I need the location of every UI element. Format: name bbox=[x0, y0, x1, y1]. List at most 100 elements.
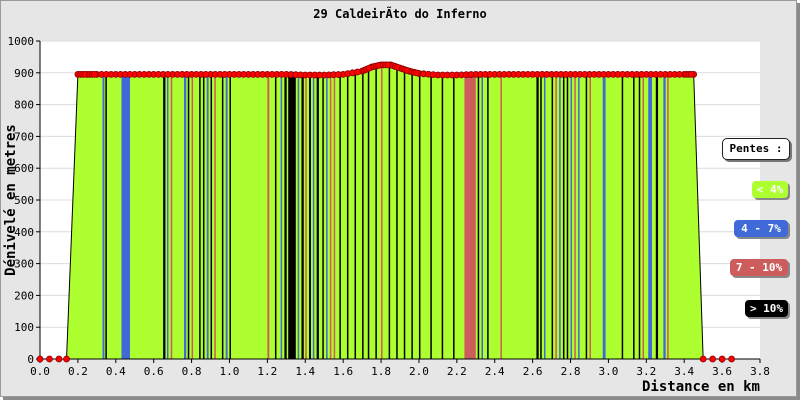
slope-band bbox=[642, 64, 645, 359]
y-tick-label: 700 bbox=[14, 130, 34, 143]
chart-title: 29 CaldeirÃto do Inferno bbox=[313, 6, 486, 21]
slope-band bbox=[225, 64, 228, 359]
slope-band bbox=[578, 64, 580, 359]
slope-band bbox=[500, 64, 502, 359]
slope-band bbox=[312, 64, 315, 359]
y-tick-labels: 0 100 200 300 400 500 600 700 800 900 1000 bbox=[8, 35, 35, 366]
elevation-points bbox=[36, 61, 735, 363]
elevation-point bbox=[63, 355, 70, 363]
slope-band bbox=[229, 64, 231, 359]
elevation-area bbox=[40, 64, 732, 360]
slope-band bbox=[562, 64, 565, 359]
elevation-point bbox=[600, 70, 608, 78]
slope-band bbox=[381, 64, 383, 359]
x-tick-label: 3.0 bbox=[598, 365, 618, 378]
x-tick-label: 1.2 bbox=[257, 365, 277, 378]
elevation-point bbox=[297, 71, 304, 79]
slope-band bbox=[551, 64, 554, 359]
slope-band bbox=[297, 64, 300, 359]
slope-band bbox=[375, 64, 377, 359]
slope-band bbox=[316, 64, 319, 359]
legend-item: 7 - 10% bbox=[730, 259, 788, 276]
y-axis-label: Dénivelé en metres bbox=[3, 124, 19, 276]
slope-band bbox=[346, 64, 349, 359]
slope-band bbox=[214, 64, 216, 359]
slope-band bbox=[199, 64, 201, 359]
x-tick-label: 2.6 bbox=[523, 365, 543, 378]
slope-band bbox=[655, 64, 659, 359]
slope-band bbox=[339, 64, 341, 359]
elevation-point bbox=[448, 71, 456, 79]
x-tick-label: 2.4 bbox=[485, 365, 505, 378]
slope-band bbox=[333, 64, 336, 359]
slope-band bbox=[163, 64, 166, 359]
x-tick-label: 0.4 bbox=[106, 365, 126, 378]
slope-band bbox=[288, 64, 296, 359]
y-tick-label: 600 bbox=[14, 162, 34, 175]
slope-band bbox=[329, 64, 332, 359]
slope-band bbox=[284, 64, 287, 359]
slope-band bbox=[388, 64, 391, 359]
slope-band bbox=[621, 64, 624, 359]
x-tick-label: 3.4 bbox=[674, 365, 694, 378]
elevation-point bbox=[619, 70, 627, 78]
y-tick-label: 800 bbox=[14, 99, 34, 112]
elevation-point bbox=[221, 70, 229, 78]
y-tick-label: 100 bbox=[14, 321, 34, 334]
slope-band bbox=[105, 64, 107, 359]
elevation-point bbox=[107, 70, 115, 78]
elevation-point bbox=[718, 355, 726, 363]
x-tick-label: 0.6 bbox=[144, 365, 164, 378]
slope-band bbox=[354, 64, 357, 359]
elevation-point bbox=[164, 70, 172, 78]
legend-item: > 10% bbox=[745, 300, 788, 317]
elevation-point bbox=[240, 70, 248, 78]
y-tick-label: 300 bbox=[14, 258, 34, 271]
slope-band bbox=[667, 64, 669, 359]
x-tick-labels: 0.0 0.2 0.4 0.6 0.8 1.0 1.2 1.4 1.6 1.8 2.0 2.2 2.4 2… bbox=[30, 365, 770, 378]
slope-band bbox=[544, 64, 546, 359]
elevation-point bbox=[524, 70, 532, 78]
slope-band bbox=[309, 64, 311, 359]
elevation-point bbox=[676, 70, 683, 78]
slope-band bbox=[121, 64, 130, 359]
x-tick-label: 1.6 bbox=[333, 365, 353, 378]
elevation-point bbox=[202, 70, 210, 78]
elevation-fill bbox=[40, 64, 732, 359]
x-tick-label: 0.2 bbox=[68, 365, 88, 378]
elevation-point bbox=[36, 355, 44, 363]
axes bbox=[36, 40, 761, 363]
slope-band bbox=[102, 64, 105, 359]
elevation-point bbox=[183, 70, 191, 78]
elevation-point bbox=[467, 71, 475, 78]
elevation-point bbox=[687, 70, 695, 78]
elevation-point bbox=[145, 70, 153, 78]
slope-band bbox=[166, 64, 169, 359]
legend-title: Pentes : bbox=[722, 138, 790, 160]
slope-band bbox=[326, 64, 328, 359]
legend-item: < 4% bbox=[752, 181, 788, 198]
slope-band bbox=[280, 64, 283, 359]
elevation-point bbox=[353, 68, 361, 76]
legend-item: 4 - 7% bbox=[734, 220, 788, 237]
elevation-point bbox=[335, 71, 342, 78]
slope-band bbox=[574, 64, 576, 359]
y-tick-label: 0 bbox=[27, 353, 34, 366]
elevation-point bbox=[55, 355, 63, 363]
x-tick-label: 0.0 bbox=[30, 365, 50, 378]
elevation-point bbox=[728, 355, 735, 363]
x-tick-label: 1.0 bbox=[220, 365, 240, 378]
elevation-point bbox=[657, 70, 664, 78]
slope-band bbox=[418, 64, 421, 359]
x-tick-label: 2.2 bbox=[447, 365, 467, 378]
slope-band bbox=[566, 64, 569, 359]
slope-band bbox=[362, 64, 364, 359]
y-tick-label: 400 bbox=[14, 226, 34, 239]
y-tick-label: 500 bbox=[14, 194, 34, 207]
slope-band bbox=[638, 64, 641, 359]
slope-band bbox=[663, 64, 666, 359]
x-tick-label: 3.2 bbox=[636, 365, 656, 378]
slope-band bbox=[602, 64, 606, 359]
elevation-point bbox=[278, 70, 285, 78]
